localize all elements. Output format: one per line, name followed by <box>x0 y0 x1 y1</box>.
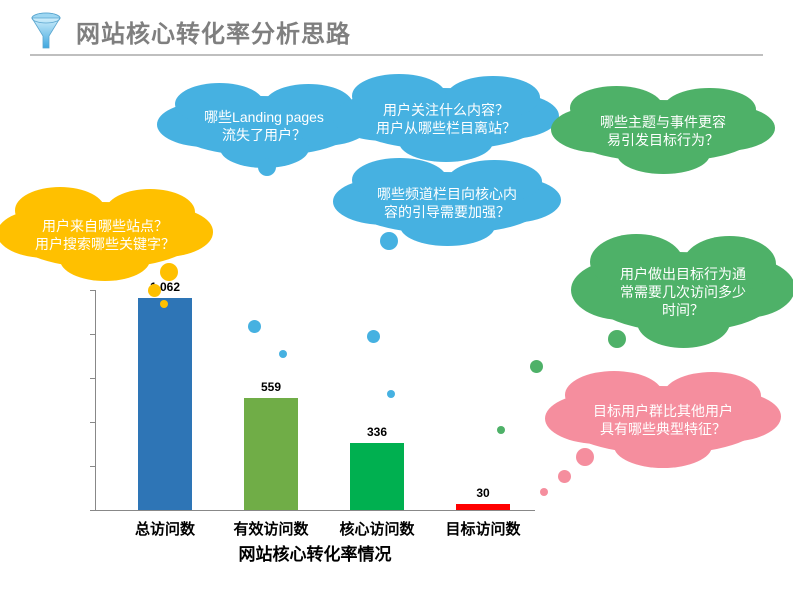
bubble-cloud: 用户做出目标行为通常需要几次访问多少时间？ <box>590 252 776 332</box>
y-tick <box>90 290 95 291</box>
thought-bubble: 用户来自哪些站点？用户搜索哪些关键字？ <box>15 202 195 268</box>
bar-chart: 1,062总访问数559有效访问数336核心访问数30目标访问数 网站核心转化率… <box>95 290 535 550</box>
bubble-cloud: 用户关注什么内容？用户从哪些栏目离站？ <box>352 88 540 150</box>
thought-bubble: 目标用户群比其他用户具有哪些典型特征？ <box>565 386 761 454</box>
category-label: 目标访问数 <box>423 518 543 539</box>
category-label: 核心访问数 <box>317 518 437 539</box>
bubble-trail-dot <box>530 360 543 373</box>
bubble-cloud: 用户来自哪些站点？用户搜索哪些关键字？ <box>15 202 195 268</box>
thought-bubble: 用户关注什么内容？用户从哪些栏目离站？ <box>352 88 540 150</box>
bubble-cloud: 哪些Landing pages流失了用户？ <box>175 96 353 156</box>
bubble-trail-dot <box>558 470 571 483</box>
y-tick <box>90 466 95 467</box>
y-tick <box>90 334 95 335</box>
bar <box>138 298 192 510</box>
bubble-cloud: 哪些频道栏目向核心内容的引导需要加强？ <box>352 172 542 234</box>
category-label: 有效访问数 <box>211 518 331 539</box>
title-row: 网站核心转化率分析思路 <box>30 12 763 50</box>
y-tick <box>90 378 95 379</box>
title-underline <box>30 54 763 56</box>
bubble-trail-dot <box>576 448 594 466</box>
bubble-trail-dot <box>248 320 261 333</box>
bubble-trail-dot <box>497 426 505 434</box>
bubble-trail-dot <box>279 350 287 358</box>
y-axis <box>95 290 96 510</box>
bubble-trail-dot <box>160 300 168 308</box>
bar-value-label: 30 <box>433 486 533 500</box>
thought-bubble: 哪些Landing pages流失了用户？ <box>175 96 353 156</box>
bubble-text: 哪些Landing pages流失了用户？ <box>204 108 324 144</box>
bar <box>456 504 510 510</box>
bubble-trail-dot <box>608 330 626 348</box>
bubble-text: 用户关注什么内容？用户从哪些栏目离站？ <box>376 101 516 137</box>
bar <box>244 398 298 510</box>
bubble-text: 目标用户群比其他用户具有哪些典型特征？ <box>593 402 733 438</box>
chart-title: 网站核心转化率情况 <box>95 540 535 565</box>
bubble-text: 用户来自哪些站点？用户搜索哪些关键字？ <box>35 217 175 253</box>
bubble-trail-dot <box>160 263 178 281</box>
bubble-cloud: 目标用户群比其他用户具有哪些典型特征？ <box>565 386 761 454</box>
bar-value-label: 559 <box>221 380 321 394</box>
bar <box>350 443 404 510</box>
category-label: 总访问数 <box>105 518 225 539</box>
bubble-trail-dot <box>387 390 395 398</box>
bubble-trail-dot <box>380 232 398 250</box>
funnel-icon <box>30 12 62 50</box>
x-axis <box>95 510 535 511</box>
bubble-trail-dot <box>540 488 548 496</box>
bubble-cloud: 哪些主题与事件更容易引发目标行为？ <box>570 100 756 162</box>
bubble-text: 用户做出目标行为通常需要几次访问多少时间？ <box>620 265 746 320</box>
bubble-trail-dot <box>367 330 380 343</box>
bar-value-label: 336 <box>327 425 427 439</box>
page-title: 网站核心转化率分析思路 <box>76 14 351 49</box>
thought-bubble: 用户做出目标行为通常需要几次访问多少时间？ <box>590 252 776 332</box>
y-tick <box>90 510 95 511</box>
bubble-trail-dot <box>258 158 276 176</box>
bar-value-label: 1,062 <box>115 280 215 294</box>
bubble-text: 哪些频道栏目向核心内容的引导需要加强？ <box>377 185 517 221</box>
canvas: 网站核心转化率分析思路 1,062 总访问数 559 有效访问数 336 核心访问数 30 目… <box>0 0 793 593</box>
thought-bubble: 哪些频道栏目向核心内容的引导需要加强？ <box>352 172 542 234</box>
y-tick <box>90 422 95 423</box>
thought-bubble: 哪些主题与事件更容易引发目标行为？ <box>570 100 756 162</box>
bubble-trail-dot <box>148 284 161 297</box>
bubble-text: 哪些主题与事件更容易引发目标行为？ <box>600 113 726 149</box>
